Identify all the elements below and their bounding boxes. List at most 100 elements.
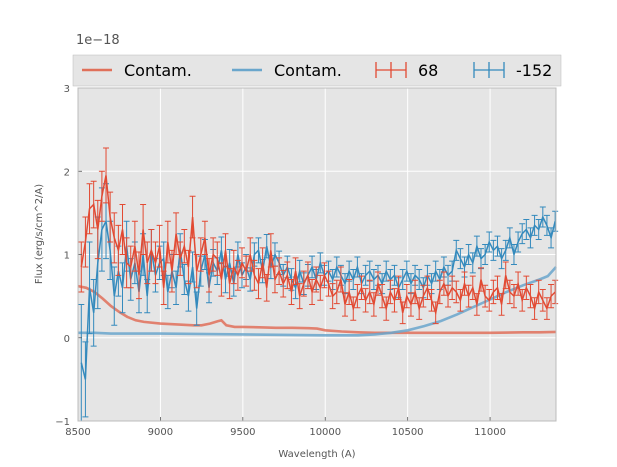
- errorbar-series-2: [78, 147, 559, 325]
- error-bar: [494, 235, 501, 257]
- error-bar: [148, 229, 155, 272]
- error-bar: [189, 195, 196, 239]
- axes: 8500 9000 9500 10000 10500 11000 −1 0 1 2 3: [55, 84, 557, 438]
- error-bar: [424, 275, 431, 300]
- error-bar: [234, 259, 241, 291]
- x-tick-label: 10500: [392, 427, 424, 438]
- errorbar-series: [78, 147, 559, 422]
- error-bar: [539, 288, 546, 312]
- error-bar: [317, 252, 324, 274]
- x-tick-label: 9000: [148, 427, 173, 438]
- error-bar: [354, 283, 361, 309]
- error-bar: [168, 249, 175, 293]
- error-bar: [280, 269, 287, 298]
- error-bar: [181, 229, 188, 264]
- error-bar: [391, 264, 398, 286]
- error-bar: [140, 204, 147, 255]
- error-bar: [333, 256, 340, 278]
- error-bar: [502, 239, 509, 261]
- error-bar: [177, 241, 184, 276]
- error-bar: [465, 244, 472, 265]
- error-bar: [515, 271, 522, 296]
- error-bar: [243, 255, 250, 287]
- error-bar: [416, 268, 423, 290]
- error-bar: [115, 224, 122, 276]
- error-bar: [399, 268, 406, 290]
- error-bar: [164, 220, 171, 264]
- y-tick-label: 3: [64, 84, 70, 95]
- error-bar: [313, 266, 320, 293]
- error-bar: [510, 244, 517, 265]
- error-bar: [486, 288, 493, 312]
- error-bar: [552, 210, 559, 232]
- error-bar: [317, 274, 324, 301]
- error-bar: [506, 227, 513, 249]
- error-bar: [399, 301, 406, 325]
- error-bar: [366, 279, 373, 305]
- error-bar: [453, 280, 460, 304]
- series-line: [80, 215, 556, 380]
- error-bar: [362, 288, 369, 313]
- error-bar: [465, 284, 472, 308]
- error-bar: [309, 278, 316, 305]
- contam-line-0: [77, 284, 557, 335]
- error-bar: [358, 275, 365, 300]
- error-bar: [519, 223, 526, 245]
- error-bar: [490, 239, 497, 261]
- error-bar: [173, 270, 180, 305]
- error-bar: [185, 249, 192, 285]
- error-bar: [103, 147, 110, 204]
- error-bar: [86, 241, 93, 335]
- error-bar: [255, 268, 262, 300]
- error-bar: [333, 279, 340, 305]
- x-tick-label: 8500: [65, 427, 90, 438]
- y-tick-label: 1: [64, 251, 70, 262]
- error-bar: [350, 268, 357, 290]
- plot-frame: [77, 87, 557, 422]
- error-bar: [428, 288, 435, 312]
- legend-label: Contam.: [124, 61, 192, 80]
- y-axis-label: Flux (erg/s/cm^2/A): [34, 184, 45, 284]
- error-bar: [523, 219, 530, 241]
- error-bar: [416, 297, 423, 320]
- error-bar: [346, 278, 353, 305]
- error-bar: [432, 301, 439, 325]
- error-bar: [420, 284, 427, 308]
- error-bar: [309, 255, 316, 279]
- error-bar: [486, 231, 493, 253]
- error-bar: [482, 284, 489, 308]
- error-bar: [267, 233, 274, 268]
- error-bar: [374, 271, 381, 296]
- error-bar: [259, 247, 266, 279]
- error-bar: [111, 266, 118, 326]
- error-bar: [515, 231, 522, 253]
- error-bar: [527, 283, 534, 309]
- error-bar: [255, 237, 262, 264]
- error-bar: [193, 291, 200, 326]
- error-bar: [531, 214, 538, 236]
- error-bar: [214, 241, 221, 276]
- error-bar: [449, 275, 456, 300]
- error-bar: [498, 293, 505, 316]
- error-bar: [478, 267, 485, 292]
- error-bar: [131, 220, 138, 272]
- error-bar: [263, 234, 270, 259]
- error-bar: [461, 271, 468, 296]
- error-bar: [127, 245, 134, 289]
- error-bar: [543, 214, 550, 236]
- error-bar: [445, 284, 452, 308]
- error-bar: [506, 279, 513, 305]
- error-bar: [156, 224, 163, 268]
- legend-swatch-errorbar: [375, 62, 407, 78]
- error-bar: [535, 279, 542, 305]
- x-tick-label: 10000: [309, 427, 341, 438]
- error-bar: [391, 288, 398, 313]
- error-bar: [523, 275, 530, 300]
- error-bar: [370, 268, 377, 290]
- error-bar: [498, 248, 505, 270]
- error-bar: [519, 288, 526, 312]
- error-bar: [82, 216, 89, 268]
- x-tick-label: 11000: [474, 427, 506, 438]
- legend: Contam. Contam. 68 -152: [72, 54, 562, 87]
- error-bar: [94, 199, 101, 260]
